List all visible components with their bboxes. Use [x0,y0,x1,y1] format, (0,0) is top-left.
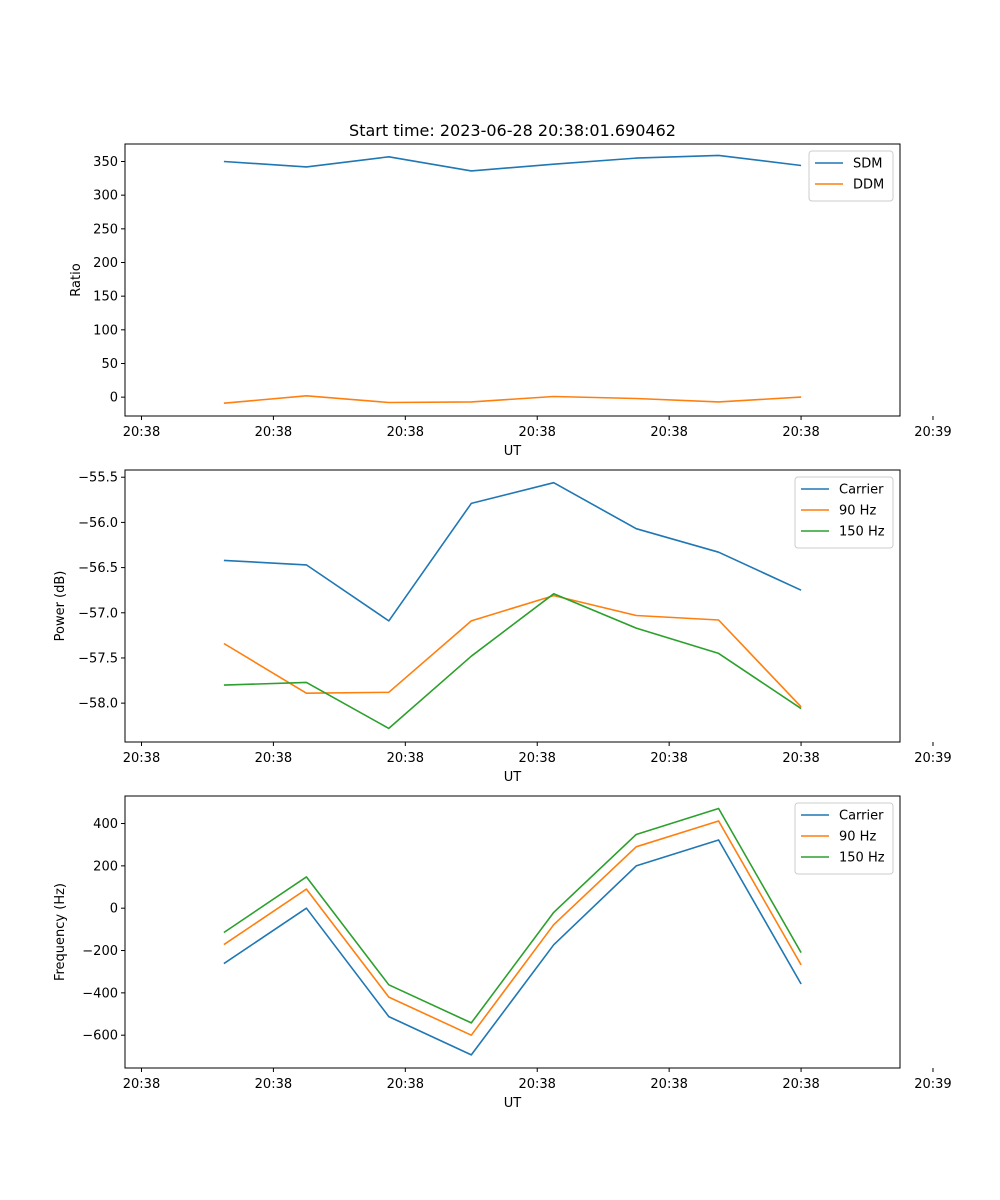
series-line-sdm [223,154,802,172]
y-tick-label: −400 [82,986,118,1001]
y-tick-label: 250 [93,222,118,237]
series-line-carrier [223,481,802,622]
x-tick-label: 20:39 [914,751,951,766]
x-tick-label: 20:38 [387,751,424,766]
legend-label: Carrier [839,483,884,498]
x-tick-label: 20:38 [518,425,555,440]
x-tick-label: 20:38 [123,1077,160,1092]
y-tick-label: −56.5 [78,561,118,576]
legend-label: 150 Hz [839,851,885,866]
series-line-150-hz [223,592,802,730]
y-tick-label: −600 [82,1029,118,1044]
y-tick-label: 200 [93,859,118,874]
legend: SDM DDM [808,150,894,202]
y-tick-label: 0 [110,391,118,406]
chart-panel-3: −600 −400 −200 0 200 400 20:38 20:38 20:38 20:38 2… [53,795,952,1111]
x-tick-label: 20:38 [255,425,292,440]
plot-frame [124,143,901,417]
x-axis-label: UT [504,770,522,785]
y-axis-label: Power (dB) [53,571,68,642]
legend-label: Carrier [839,809,884,824]
y-axis-label: Ratio [69,263,84,296]
chart-panels: 0 50 100 150 200 250 300 350 20:38 20:38 20:38 20:3… [53,143,952,1111]
legend-label: 90 Hz [839,504,876,519]
y-tick-label: −57.0 [78,606,118,621]
y-tick-label: 50 [101,357,118,372]
x-tick-label: 20:38 [650,425,687,440]
plot-frame [124,795,901,1069]
x-tick-label: 20:38 [650,1077,687,1092]
legend-label: 150 Hz [839,525,885,540]
y-tick-label: −55.5 [78,471,118,486]
y-tick-label: −56.0 [78,516,118,531]
x-tick-label: 20:38 [782,751,819,766]
y-axis-label: Frequency (Hz) [53,883,68,981]
y-tick-label: 0 [110,902,118,917]
series-line-carrier [223,839,802,1056]
legend-label: DDM [853,178,884,193]
x-tick-label: 20:38 [782,1077,819,1092]
chart-panel-1: 0 50 100 150 200 250 300 350 20:38 20:38 20:38 20:3… [69,143,952,459]
y-tick-label: 350 [93,155,118,170]
x-tick-label: 20:38 [123,425,160,440]
legend: Carrier 90 Hz 150 Hz [794,476,894,549]
y-tick-label: 300 [93,189,118,204]
y-tick-label: 100 [93,323,118,338]
legend-label: SDM [853,157,882,172]
x-tick-label: 20:39 [914,425,951,440]
x-tick-label: 20:38 [650,751,687,766]
series-line-ddm [223,394,802,404]
x-tick-label: 20:38 [782,425,819,440]
y-tick-label: 400 [93,817,118,832]
chart-panel-2: −58.0 −57.5 −57.0 −56.5 −56.0 −55.5 20:38 20:38… [53,469,952,785]
y-tick-label: 200 [93,256,118,271]
series-line-150-hz [223,807,802,1024]
x-tick-label: 20:38 [387,1077,424,1092]
x-axis-label: UT [504,444,522,459]
plot-frame [124,469,901,743]
series-line-90-hz [223,820,802,1036]
x-tick-label: 20:38 [255,751,292,766]
x-axis-label: UT [504,1096,522,1111]
legend-label: 90 Hz [839,830,876,845]
y-tick-label: −57.5 [78,651,118,666]
y-tick-label: −58.0 [78,697,118,712]
y-tick-label: −200 [82,944,118,959]
y-tick-label: 150 [93,290,118,305]
x-tick-label: 20:38 [518,751,555,766]
x-tick-label: 20:38 [123,751,160,766]
figure-title: Start time: 2023-06-28 20:38:01.690462 [349,121,676,140]
x-tick-label: 20:39 [914,1077,951,1092]
x-tick-label: 20:38 [255,1077,292,1092]
series-line-90-hz [223,594,802,708]
x-tick-label: 20:38 [387,425,424,440]
legend: Carrier 90 Hz 150 Hz [794,802,894,875]
x-tick-label: 20:38 [518,1077,555,1092]
